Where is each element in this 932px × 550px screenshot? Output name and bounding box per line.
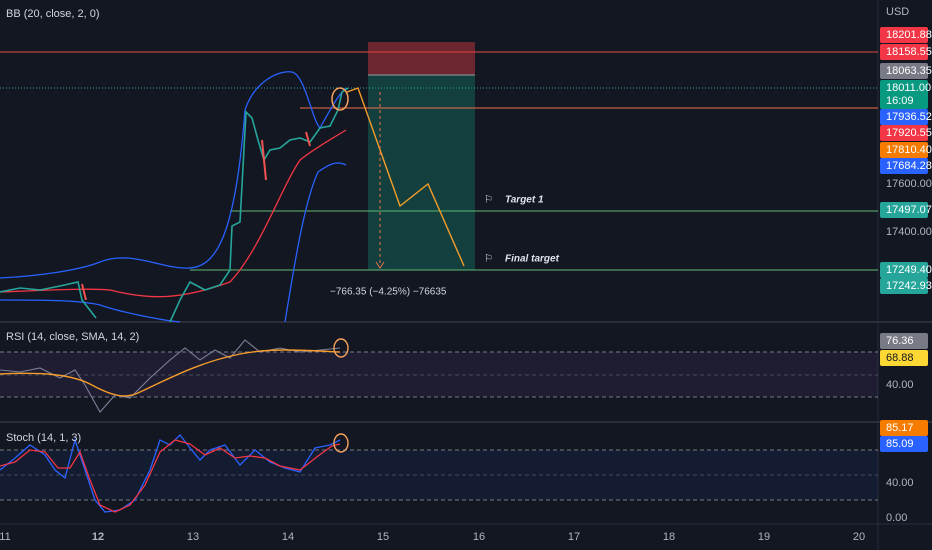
price-tag-text: 18201.88	[886, 29, 932, 41]
time-label: 14	[282, 531, 294, 543]
axis-label: 40.00	[886, 379, 914, 391]
stoch-d	[0, 439, 341, 513]
bb-upper	[0, 71, 347, 279]
price-tag	[880, 333, 928, 349]
price-tag-text: 17497.07	[886, 204, 932, 216]
profit-zone	[368, 75, 475, 270]
price-tag-text: 85.17	[886, 422, 914, 434]
bb-lower	[0, 162, 347, 323]
price-tag	[880, 202, 928, 218]
axis-label: 40.00	[886, 477, 914, 489]
measure-arrow	[375, 261, 385, 269]
time-label: 11	[0, 531, 11, 543]
price-tag	[880, 125, 928, 141]
price-tag	[880, 436, 928, 452]
price-tag-text: 16:09	[886, 95, 914, 107]
price-tag-text: 18158.55	[886, 46, 932, 58]
price-tag-text: 17920.55	[886, 127, 932, 139]
measure-label: −766.35 (−4.25%) −76635	[330, 287, 447, 298]
price-tag	[880, 278, 928, 294]
rsi-line	[0, 339, 341, 413]
price-tag	[880, 350, 928, 366]
price-tag-text: 18063.35	[886, 65, 932, 77]
price-tag-text: 17249.40	[886, 264, 932, 276]
price-tag	[880, 109, 928, 125]
price-tag	[880, 142, 928, 158]
price-tag	[880, 158, 928, 174]
stop-zone	[368, 42, 475, 75]
price-tag	[880, 262, 928, 278]
price-tag	[880, 420, 928, 436]
axis-label: 0.00	[886, 512, 907, 524]
pane-label: Stoch (14, 1, 3)	[6, 432, 81, 444]
rsi-sma	[0, 349, 341, 397]
price-wicks	[81, 131, 311, 301]
projection	[346, 87, 465, 267]
highlight	[331, 87, 349, 111]
time-label: 18	[663, 531, 675, 543]
price-tag-text: 85.09	[886, 438, 914, 450]
currency: USD	[886, 6, 909, 18]
price-tag-text: 68.88	[886, 352, 914, 364]
stoch-band	[0, 450, 878, 500]
annotation: Target 1	[505, 195, 544, 206]
price-tag	[880, 80, 928, 96]
time-label: 19	[758, 531, 770, 543]
highlight	[333, 338, 349, 358]
price-tag-text: 17242.93	[886, 280, 932, 292]
price-tag	[880, 63, 928, 79]
annotation: Final target	[505, 254, 560, 265]
price-tag	[880, 44, 928, 60]
price-tag-text: 17810.40	[886, 144, 932, 156]
price-tag-text: 76.36	[886, 335, 914, 347]
rsi-band	[0, 352, 878, 397]
flag-icon: ⚐	[484, 195, 493, 206]
time-label: 12	[92, 531, 104, 543]
pane-label: RSI (14, close, SMA, 14, 2)	[6, 331, 139, 343]
price-tag	[880, 27, 928, 43]
pane-label: BB (20, close, 2, 0)	[6, 8, 100, 20]
price-tag-text: 17936.52	[886, 111, 932, 123]
price-path	[0, 87, 349, 323]
time-label: 16	[473, 531, 485, 543]
axis-label: 17600.00	[886, 178, 932, 190]
bb-basis	[0, 129, 347, 298]
time-label: 15	[377, 531, 389, 543]
highlight	[333, 433, 349, 453]
time-label: 20	[853, 531, 865, 543]
price-tag-text: 18011.00	[886, 82, 931, 94]
axis-label: 17400.00	[886, 226, 932, 238]
price-tag	[880, 93, 928, 109]
price-tag-text: 17684.28	[886, 160, 932, 172]
time-label: 13	[187, 531, 199, 543]
time-label: 17	[568, 531, 580, 543]
flag-icon: ⚐	[484, 254, 493, 265]
